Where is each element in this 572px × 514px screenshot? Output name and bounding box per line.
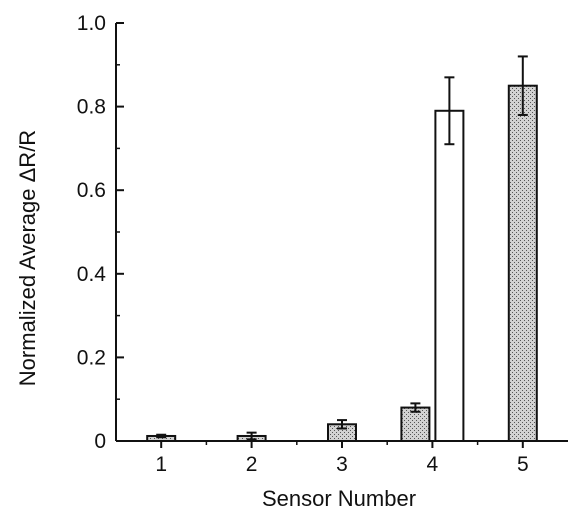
x-tick-label: 5 [517, 453, 529, 476]
y-tick-label: 0.6 [77, 179, 106, 202]
y-tick-label: 0 [94, 430, 106, 453]
x-tick-label: 3 [336, 453, 348, 476]
x-tick-label: 4 [427, 453, 439, 476]
y-tick-label: 1.0 [77, 12, 106, 35]
x-tick-label: 2 [246, 453, 258, 476]
y-tick-label: 0.4 [77, 263, 107, 286]
bar-series1-sensor-4 [400, 406, 431, 442]
bar-series2-sensor-4 [434, 109, 465, 442]
x-tick-label: 1 [155, 453, 167, 476]
y-tick-label: 0.2 [77, 346, 106, 369]
y-axis-title: Normalized Average ΔR/R [15, 130, 40, 386]
x-axis-title: Sensor Number [262, 486, 416, 511]
bar-series1-sensor-5 [507, 84, 538, 442]
bars-layer [146, 55, 538, 443]
axes-layer: 0 0.2 0.4 0.6 0.8 1.0 1 2 3 4 5 [77, 12, 568, 476]
y-tick-label: 0.8 [77, 96, 106, 119]
